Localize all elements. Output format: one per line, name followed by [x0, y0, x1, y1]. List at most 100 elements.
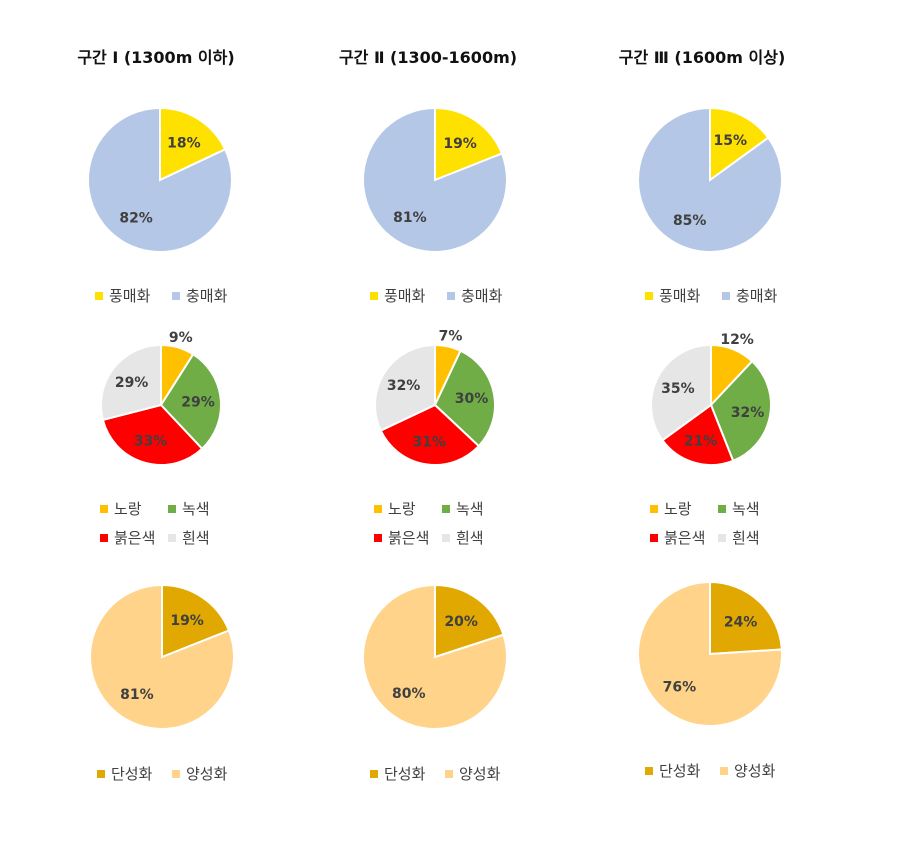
pie-7-legend-item-1: 단성화: [97, 763, 152, 784]
pie-8-slice-1: [434, 583, 505, 659]
pie-2-label-2: 81%: [393, 210, 427, 226]
pie-9-slice-1: [709, 580, 783, 656]
pie-5-label-2: 30%: [455, 391, 489, 407]
legend-label: 충매화: [736, 287, 778, 305]
legend-swatch: [645, 291, 653, 300]
pie-9-label-1: 24%: [724, 615, 758, 631]
legend-label: 충매화: [461, 287, 503, 305]
pie-5-legend-item-3: 붉은색: [374, 527, 429, 548]
pie-2-label-1: 19%: [443, 136, 477, 152]
column-title-1: 구간 Ⅰ (1300m 이하): [77, 48, 235, 67]
pie-1-label-1: 18%: [167, 135, 201, 151]
pie-6-slice-3: [661, 403, 735, 466]
legend-swatch: [718, 504, 726, 513]
legend-swatch: [722, 291, 730, 300]
pie-6-legend-item-3: 붉은색: [650, 527, 705, 548]
pie-9-label-2: 76%: [663, 680, 697, 696]
pie-5-legend-item-2: 녹색: [442, 498, 484, 519]
legend-swatch: [645, 766, 653, 775]
pie-9: 24% 76%: [637, 580, 783, 727]
legend-label: 노랑: [114, 500, 142, 518]
legend-label: 양성화: [186, 765, 228, 783]
pie-8: 20% 80%: [362, 583, 508, 730]
pie-4-legend-item-4: 흰색: [168, 527, 210, 548]
pie-6-legend-item-1: 노랑: [650, 498, 692, 519]
legend-swatch: [720, 766, 728, 775]
legend-swatch: [168, 533, 176, 542]
pie-4-label-1: 9%: [169, 330, 193, 346]
legend-swatch: [442, 504, 450, 513]
pie-6-legend-item-4: 흰색: [718, 527, 760, 548]
legend-label: 풍매화: [384, 287, 426, 305]
legend-swatch: [718, 533, 726, 542]
legend-swatch: [172, 769, 180, 778]
pie-5-label-4: 32%: [387, 378, 421, 394]
pie-3-slice-1: [709, 106, 770, 182]
pie-4-label-4: 29%: [115, 375, 149, 391]
legend-swatch: [97, 769, 105, 778]
legend-swatch: [95, 291, 103, 300]
pie-6-legend-item-2: 녹색: [718, 498, 760, 519]
legend-label: 붉은색: [388, 529, 430, 547]
legend-swatch: [374, 504, 382, 513]
legend-label: 흰색: [182, 529, 210, 547]
pie-1: 18% 82%: [87, 106, 233, 253]
pie-2: 19% 81%: [361, 106, 508, 253]
legend-label: 녹색: [182, 500, 210, 518]
pie-4-label-3: 33%: [134, 434, 168, 450]
legend-label: 단성화: [659, 762, 701, 780]
pie-1-label-2: 82%: [119, 211, 153, 227]
legend-swatch: [370, 769, 378, 778]
legend-label: 붉은색: [114, 529, 156, 547]
column-title-3: 구간 Ⅲ (1600m 이상): [618, 48, 786, 67]
legend-label: 노랑: [664, 500, 692, 518]
pie-7-label-2: 81%: [120, 687, 154, 703]
pie-7-slice-2: [88, 583, 235, 730]
pie-4-slice-4: [100, 343, 162, 422]
column-title-2: 구간 Ⅱ (1300-1600m): [338, 48, 518, 67]
pie-7: 19% 81%: [88, 583, 235, 730]
pie-4-legend-item-2: 녹색: [168, 498, 210, 519]
pie-4-label-2: 29%: [181, 395, 215, 411]
pie-7-legend-item-2: 양성화: [172, 763, 227, 784]
pie-2-slice-1: [434, 106, 504, 182]
pie-5-legend-item-1: 노랑: [374, 498, 416, 519]
pie-4-slice-3: [101, 403, 204, 466]
legend-label: 녹색: [456, 500, 484, 518]
legend-swatch: [442, 533, 450, 542]
pie-8-legend-item-2: 양성화: [445, 763, 500, 784]
legend-label: 충매화: [186, 287, 228, 305]
pie-4: 9% 29% 33% 29%: [100, 330, 222, 466]
legend-label: 풍매화: [109, 287, 151, 305]
legend-swatch: [370, 291, 378, 300]
pie-1-legend-item-1: 풍매화: [95, 285, 150, 306]
legend-swatch: [447, 291, 455, 300]
legend-label: 단성화: [384, 765, 426, 783]
pie-6-label-4: 35%: [661, 381, 695, 397]
legend-swatch: [650, 504, 658, 513]
legend-swatch: [172, 291, 180, 300]
pie-9-slice-2: [637, 580, 783, 727]
legend-label: 흰색: [732, 529, 760, 547]
pie-3: 15% 85%: [637, 106, 783, 253]
pie-6-label-1: 12%: [720, 332, 754, 348]
pie-6-slice-2: [709, 359, 772, 463]
pie-2-slice-2: [361, 106, 508, 253]
pie-8-label-2: 80%: [392, 686, 426, 702]
pie-9-legend-item-1: 단성화: [645, 760, 700, 781]
pie-6-slice-4: [650, 343, 712, 442]
pie-6: 12% 32% 21% 35%: [650, 332, 772, 466]
pie-5-label-3: 31%: [412, 435, 446, 451]
pie-5-slice-2: [433, 349, 496, 448]
legend-swatch: [100, 504, 108, 513]
pie-9-legend-item-2: 양성화: [720, 760, 775, 781]
legend-label: 노랑: [388, 500, 416, 518]
pie-8-legend-item-1: 단성화: [370, 763, 425, 784]
legend-label: 녹색: [732, 500, 760, 518]
pie-5-legend-item-4: 흰색: [442, 527, 484, 548]
legend-swatch: [445, 769, 453, 778]
pie-2-legend-item-2: 충매화: [447, 285, 502, 306]
pie-3-label-2: 85%: [673, 213, 707, 229]
legend-swatch: [100, 533, 108, 542]
